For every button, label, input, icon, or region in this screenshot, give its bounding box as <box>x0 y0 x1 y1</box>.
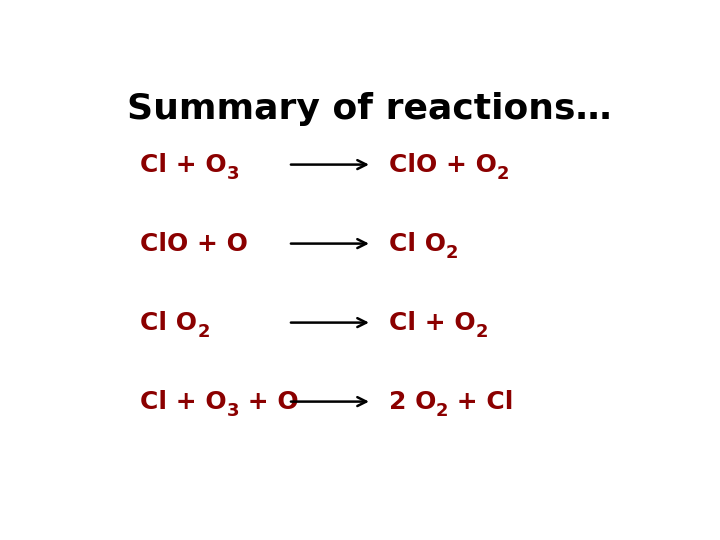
Text: 2: 2 <box>496 165 509 183</box>
Text: 2: 2 <box>475 323 487 341</box>
Text: Cl O: Cl O <box>140 310 197 335</box>
Text: ClO + O: ClO + O <box>389 153 496 177</box>
Text: Cl O: Cl O <box>389 232 446 255</box>
Text: 3: 3 <box>227 165 239 183</box>
Text: 2 O: 2 O <box>389 389 436 414</box>
Text: ClO + O: ClO + O <box>140 232 248 255</box>
Text: 2: 2 <box>436 402 449 420</box>
Text: Cl + O: Cl + O <box>389 310 475 335</box>
Text: + Cl: + Cl <box>449 389 514 414</box>
Text: 2: 2 <box>446 244 458 262</box>
Text: + O: + O <box>239 389 299 414</box>
Text: Cl + O: Cl + O <box>140 153 227 177</box>
Text: Cl + O: Cl + O <box>140 389 227 414</box>
Text: 2: 2 <box>197 323 210 341</box>
Text: 3: 3 <box>227 402 239 420</box>
Text: Summary of reactions…: Summary of reactions… <box>127 92 611 126</box>
